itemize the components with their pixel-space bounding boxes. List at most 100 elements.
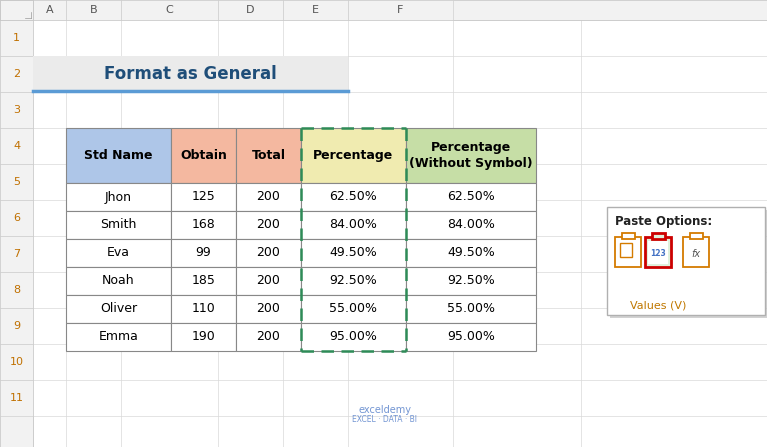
Text: 95.00%: 95.00% [330, 330, 377, 343]
Bar [236, 128, 301, 183]
Text: C: C [166, 5, 173, 15]
Text: 7: 7 [13, 249, 20, 259]
Bar [683, 237, 709, 267]
Text: Jhon: Jhon [105, 190, 132, 203]
Text: 92.50%: 92.50% [330, 274, 377, 287]
Text: A: A [46, 5, 54, 15]
Text: 95.00%: 95.00% [447, 330, 495, 343]
Bar [236, 267, 301, 295]
Text: 168: 168 [192, 219, 216, 232]
Bar [686, 241, 706, 264]
Text: 200: 200 [257, 190, 281, 203]
Bar [236, 323, 301, 351]
Text: Paste Options:: Paste Options: [615, 215, 713, 228]
Text: Total: Total [252, 149, 285, 162]
Bar [0, 0, 33, 20]
Text: 110: 110 [192, 303, 216, 316]
Text: 84.00%: 84.00% [447, 219, 495, 232]
Text: fx: fx [691, 249, 700, 259]
Text: E: E [312, 5, 319, 15]
Bar [0, 272, 33, 308]
Bar [690, 233, 703, 239]
Bar [406, 239, 536, 267]
Text: 3: 3 [13, 105, 20, 115]
Text: 62.50%: 62.50% [447, 190, 495, 203]
Bar [283, 0, 348, 20]
Bar [406, 295, 536, 323]
Text: 200: 200 [257, 274, 281, 287]
Bar [0, 20, 33, 56]
Text: Oliver: Oliver [100, 303, 137, 316]
Bar [66, 0, 121, 20]
Bar [66, 295, 171, 323]
Bar [218, 0, 283, 20]
Bar [301, 295, 406, 323]
Text: 55.00%: 55.00% [447, 303, 495, 316]
Bar [406, 211, 536, 239]
Text: Obtain: Obtain [180, 149, 227, 162]
Text: 99: 99 [196, 246, 212, 260]
Bar [171, 211, 236, 239]
Text: 190: 190 [192, 330, 216, 343]
Text: 1: 1 [13, 33, 20, 43]
Bar [301, 183, 406, 211]
Text: D: D [246, 5, 255, 15]
Text: F: F [397, 5, 403, 15]
Text: 10: 10 [9, 357, 24, 367]
Text: 200: 200 [257, 246, 281, 260]
Bar [66, 323, 171, 351]
Text: 200: 200 [257, 219, 281, 232]
Bar [0, 236, 33, 272]
Bar [66, 267, 171, 295]
Bar [607, 207, 765, 315]
Bar [620, 243, 632, 257]
Bar [406, 128, 536, 183]
Bar [348, 0, 453, 20]
Bar [406, 183, 536, 211]
Bar [0, 0, 767, 20]
Text: 5: 5 [13, 177, 20, 187]
Text: 123: 123 [650, 249, 666, 258]
Bar [0, 380, 33, 416]
Bar [66, 211, 171, 239]
Bar [236, 239, 301, 267]
Bar [33, 56, 348, 92]
Text: Percentage: Percentage [314, 149, 393, 162]
Bar [121, 0, 218, 20]
Bar [648, 241, 668, 264]
Bar [406, 267, 536, 295]
Bar [301, 267, 406, 295]
Bar [171, 239, 236, 267]
Text: 62.50%: 62.50% [330, 190, 377, 203]
Text: EXCEL · DATA · BI: EXCEL · DATA · BI [353, 416, 417, 425]
Bar [171, 183, 236, 211]
Text: 49.50%: 49.50% [330, 246, 377, 260]
Text: 125: 125 [192, 190, 216, 203]
Text: 84.00%: 84.00% [330, 219, 377, 232]
Bar [0, 0, 33, 447]
Bar [0, 308, 33, 344]
Text: Emma: Emma [99, 330, 138, 343]
Bar [615, 237, 641, 267]
Text: 49.50%: 49.50% [447, 246, 495, 260]
Bar [0, 128, 33, 164]
Bar [621, 233, 634, 239]
Bar [301, 323, 406, 351]
Text: 185: 185 [192, 274, 216, 287]
Text: 8: 8 [13, 285, 20, 295]
Bar [0, 200, 33, 236]
Text: 200: 200 [257, 303, 281, 316]
Text: 4: 4 [13, 141, 20, 151]
Text: Noah: Noah [102, 274, 135, 287]
Bar [171, 295, 236, 323]
Bar [610, 210, 767, 318]
Bar [236, 183, 301, 211]
Bar [406, 323, 536, 351]
Bar [66, 183, 171, 211]
Bar [301, 211, 406, 239]
Bar [66, 128, 171, 183]
Bar [0, 344, 33, 380]
Text: 11: 11 [9, 393, 24, 403]
Text: Eva: Eva [107, 246, 130, 260]
Bar [171, 323, 236, 351]
